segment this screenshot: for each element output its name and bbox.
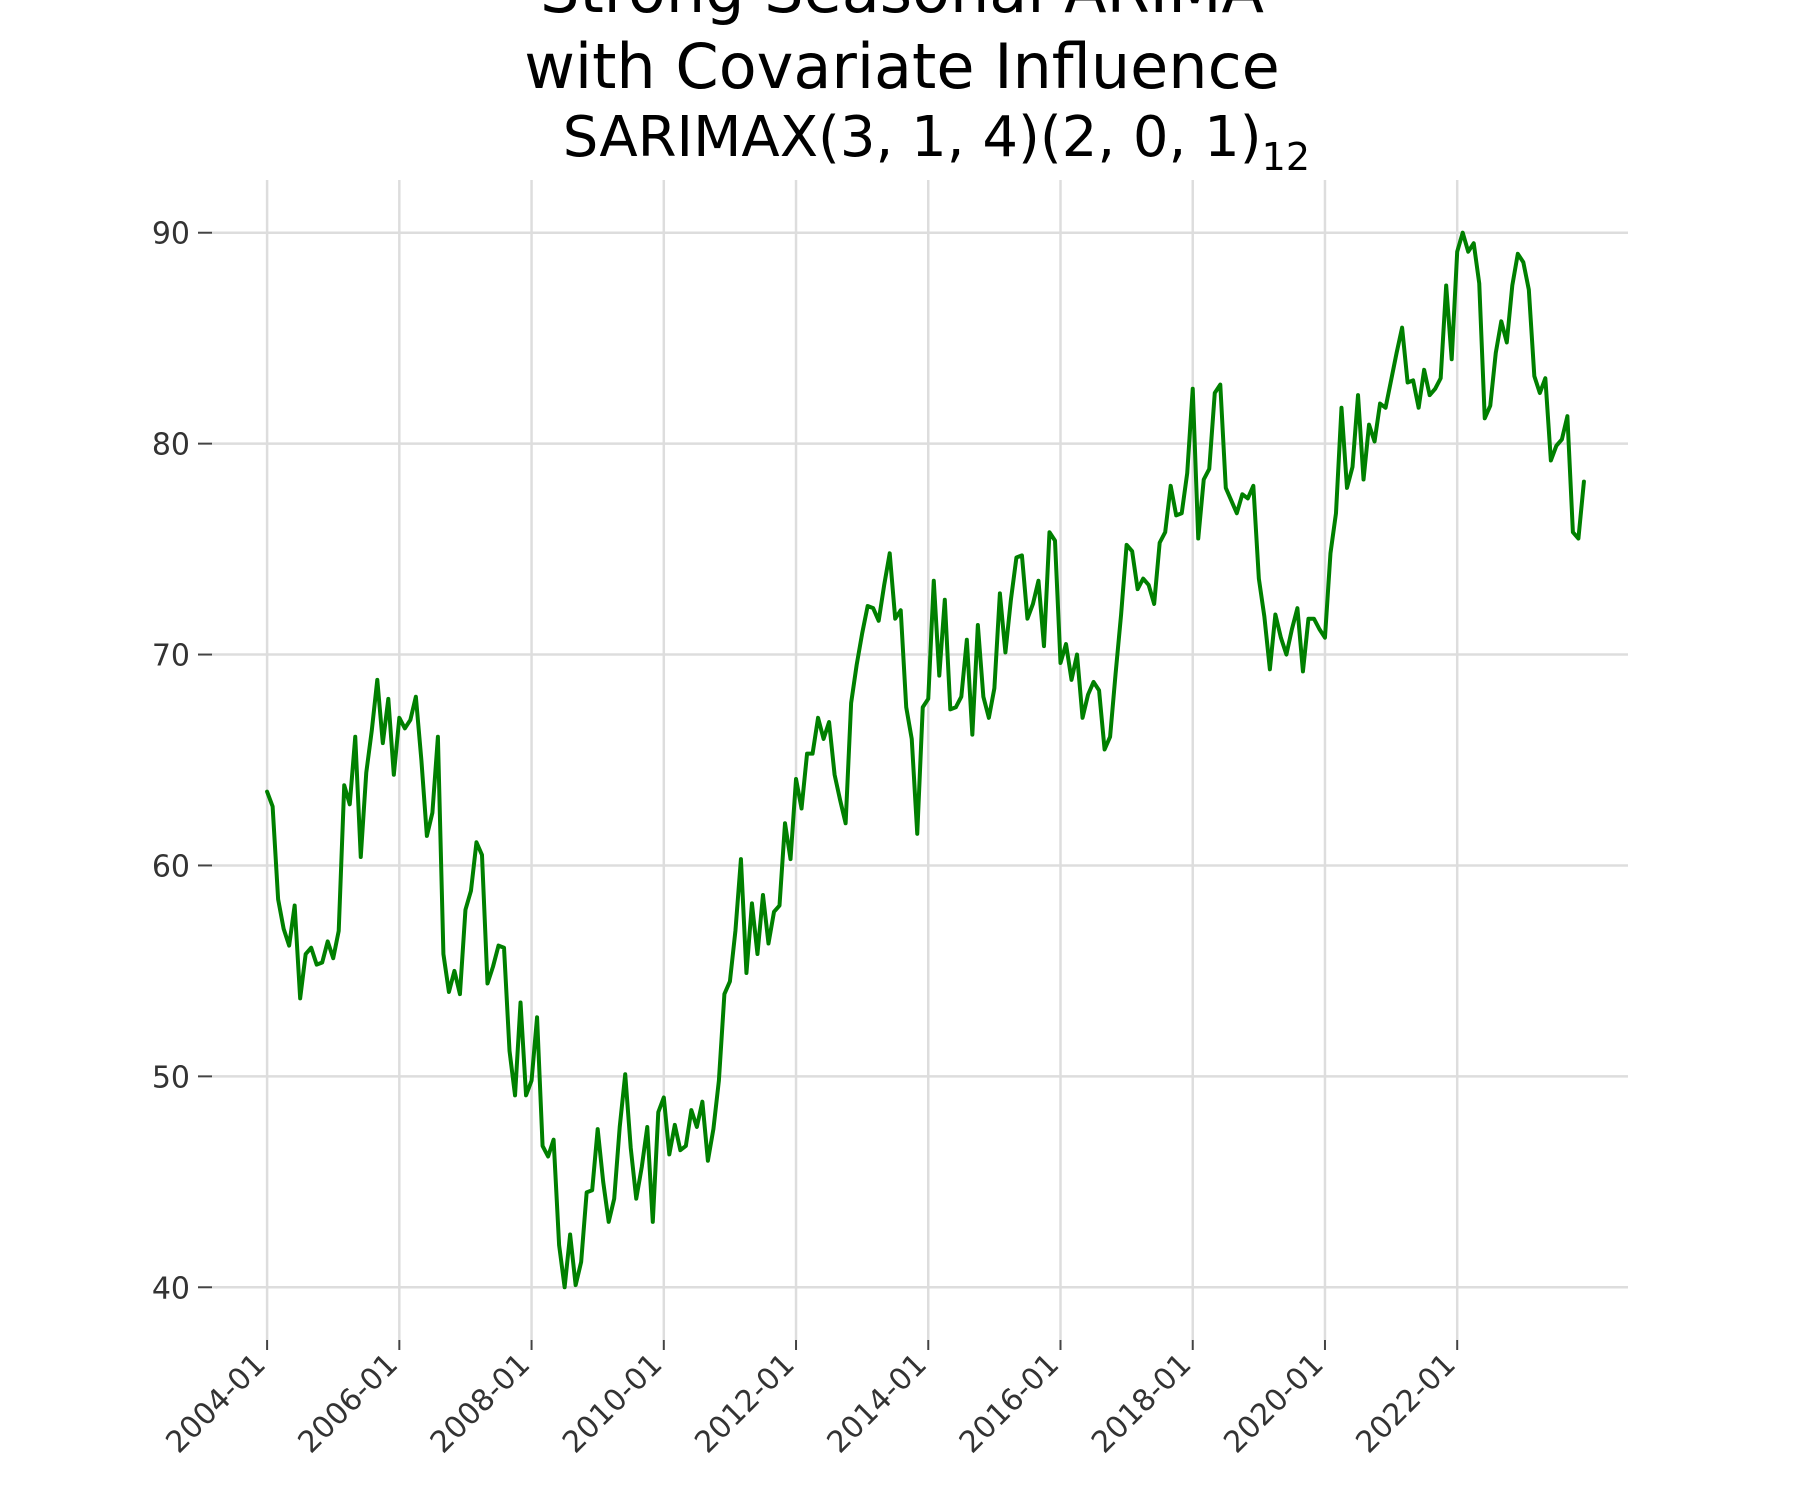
chart-title: Strong Seasonal ARIMA with Covariate Inf… <box>524 0 1280 103</box>
x-tick-label: 2014-01 <box>821 1347 934 1460</box>
x-tick-label: 2008-01 <box>424 1347 537 1460</box>
x-tick-label: 2020-01 <box>1217 1347 1330 1460</box>
y-tick-label: 80 <box>152 428 190 463</box>
x-tick-label: 2016-01 <box>953 1347 1066 1460</box>
y-axis-ticks: 40 50 60 70 80 90 <box>152 217 212 1306</box>
x-tick-label: 2018-01 <box>1085 1347 1198 1460</box>
chart-subtitle-main: SARIMAX(3, 1, 4)(2, 0, 1) <box>563 105 1262 170</box>
series-layer <box>265 230 1586 1290</box>
chart-subtitle-subscript: 12 <box>1262 135 1310 179</box>
chart-title-line-1: Strong Seasonal ARIMA <box>540 0 1264 27</box>
chart-title-line-2: with Covariate Influence <box>524 30 1280 103</box>
x-axis-ticks: 2004-01 2006-01 2008-01 2010-01 2012-01 2014-… <box>159 1340 1463 1460</box>
y-gridlines <box>212 231 1628 1289</box>
y-tick-label: 70 <box>152 639 190 674</box>
series-line-1 <box>265 230 1586 1290</box>
chart-subtitle: SARIMAX(3, 1, 4)(2, 0, 1)12 <box>563 105 1310 179</box>
y-tick-label: 50 <box>152 1060 190 1095</box>
x-tick-label: 2010-01 <box>556 1347 669 1460</box>
x-tick-label: 2022-01 <box>1349 1347 1462 1460</box>
y-tick-label: 40 <box>152 1271 190 1306</box>
y-tick-label: 90 <box>152 217 190 252</box>
x-gridlines <box>265 180 1459 1340</box>
x-tick-label: 2006-01 <box>292 1347 405 1460</box>
x-tick-label: 2012-01 <box>688 1347 801 1460</box>
y-tick-label: 60 <box>152 849 190 884</box>
x-tick-label: 2004-01 <box>159 1347 272 1460</box>
